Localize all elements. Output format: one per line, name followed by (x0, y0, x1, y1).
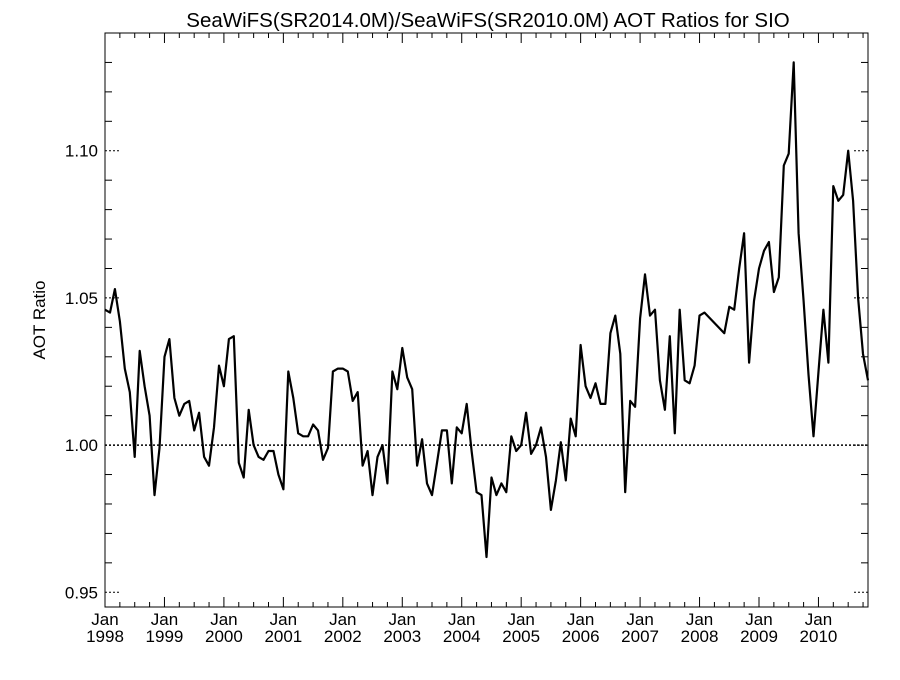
x-tick-label-year: 2010 (800, 627, 838, 646)
x-tick-label-year: 1998 (86, 627, 124, 646)
y-tick-label: 1.00 (65, 436, 98, 455)
x-tick-label-year: 2001 (264, 627, 302, 646)
y-tick-label: 1.05 (65, 289, 98, 308)
x-tick-label-year: 2009 (740, 627, 778, 646)
x-tick-label-year: 2005 (502, 627, 540, 646)
x-tick-label-month: Jan (626, 610, 653, 629)
x-tick-label-year: 1999 (146, 627, 184, 646)
x-tick-label-month: Jan (389, 610, 416, 629)
x-tick-label-month: Jan (507, 610, 534, 629)
x-tick-label-year: 2008 (681, 627, 719, 646)
x-tick-label-month: Jan (329, 610, 356, 629)
x-tick-label-month: Jan (91, 610, 118, 629)
x-tick-label-year: 2004 (443, 627, 481, 646)
y-tick-label: 1.10 (65, 142, 98, 161)
x-tick-label-year: 2003 (383, 627, 421, 646)
chart-title: SeaWiFS(SR2014.0M)/SeaWiFS(SR2010.0M) AO… (186, 9, 789, 32)
x-tick-label-year: 2002 (324, 627, 362, 646)
x-tick-label-year: 2000 (205, 627, 243, 646)
y-tick-label: 0.95 (65, 583, 98, 602)
x-tick-label-month: Jan (151, 610, 178, 629)
series-group (104, 61, 870, 559)
x-ticks-group: Jan1998Jan1999Jan2000Jan2001Jan2002Jan20… (86, 33, 864, 646)
plot-frame (104, 32, 869, 608)
x-tick-label-month: Jan (210, 610, 237, 629)
x-tick-label-month: Jan (448, 610, 475, 629)
x-tick-label-month: Jan (567, 610, 594, 629)
y-ticks-group: 0.95 1.00 1.05 1.10 (65, 32, 868, 602)
x-tick-label-year: 2006 (562, 627, 600, 646)
x-tick-label-month: Jan (686, 610, 713, 629)
series-line (104, 61, 870, 559)
x-tick-label-month: Jan (745, 610, 772, 629)
y-axis-label: AOT Ratio (30, 280, 49, 359)
x-tick-label-month: Jan (270, 610, 297, 629)
x-tick-label-month: Jan (805, 610, 832, 629)
x-tick-label-year: 2007 (621, 627, 659, 646)
